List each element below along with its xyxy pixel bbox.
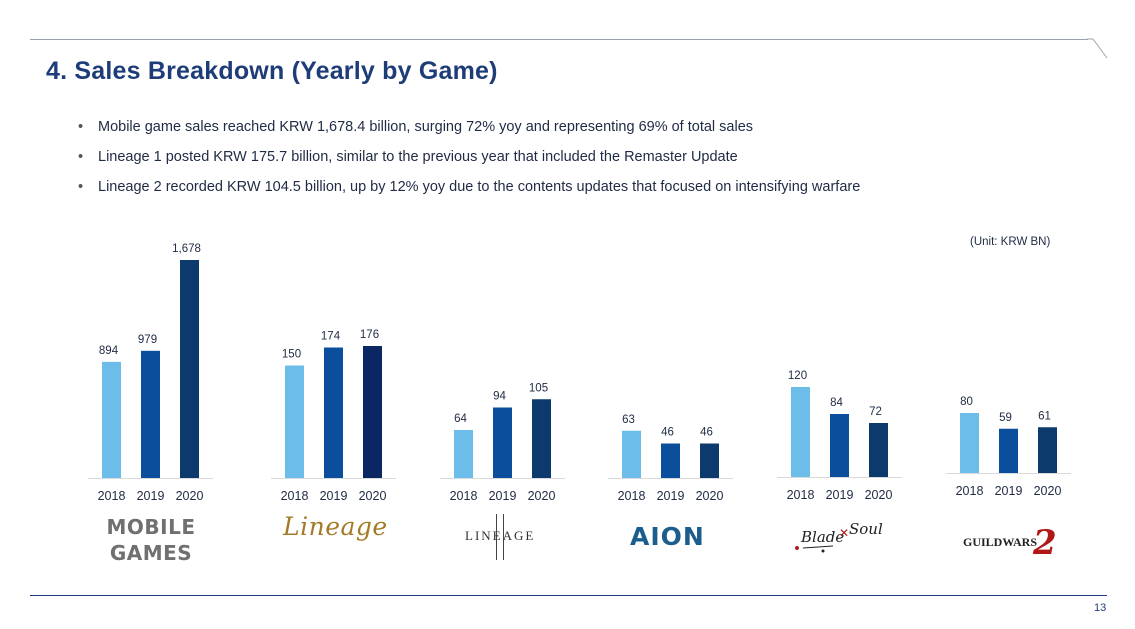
- bullet-list: Mobile game sales reached KRW 1,678.4 bi…: [78, 117, 860, 207]
- data-label: 80: [960, 396, 973, 408]
- mobile-logo-line1: MOBILE: [106, 515, 196, 539]
- mobile-logo-line2: GAMES: [109, 541, 193, 565]
- bar: [180, 260, 199, 478]
- x-tick-label: 2020: [528, 489, 556, 503]
- bullet-item: Lineage 1 posted KRW 175.7 billion, simi…: [78, 147, 860, 177]
- top-rule: [30, 39, 1088, 40]
- data-label: 63: [622, 414, 635, 426]
- bns-logo-text2: Soul: [849, 520, 883, 538]
- x-tick-label: 2020: [1034, 484, 1062, 498]
- aion-logo: AION: [630, 522, 705, 551]
- data-label: 64: [454, 413, 467, 425]
- x-tick-label: 2020: [696, 489, 724, 503]
- bar: [141, 350, 160, 478]
- bar: [999, 428, 1018, 473]
- x-tick-label: 2020: [176, 489, 204, 503]
- bar: [454, 430, 473, 478]
- blade-and-soul-logo: Blade ✕ Soul: [795, 520, 883, 553]
- x-tick-label: 2019: [657, 489, 685, 503]
- x-tick-label: 2019: [137, 489, 165, 503]
- bar-group: 64 2018 94 2019 105 2020: [440, 382, 565, 503]
- lineage2-logo: LINEAGE: [465, 514, 536, 560]
- data-label: 105: [529, 382, 548, 394]
- bar: [869, 423, 888, 477]
- guild-wars-logo-number: 2: [1033, 523, 1057, 563]
- x-tick-label: 2019: [320, 489, 348, 503]
- bullet-item: Lineage 2 recorded KRW 104.5 billion, up…: [78, 177, 860, 207]
- bar: [363, 346, 382, 478]
- x-tick-label: 2018: [98, 489, 126, 503]
- bar: [102, 361, 121, 478]
- x-tick-label: 2019: [995, 484, 1023, 498]
- data-label: 46: [700, 427, 713, 439]
- guild-wars-logo-text: GUILDWARS: [963, 535, 1038, 549]
- data-label: 94: [493, 391, 506, 403]
- data-label: 46: [661, 427, 674, 439]
- x-tick-label: 2018: [956, 484, 984, 498]
- data-label: 979: [138, 334, 157, 346]
- bar-group: 63 2018 46 2019 46 2020: [608, 414, 733, 503]
- data-label: 59: [999, 412, 1012, 424]
- bns-logo-amp: ✕: [839, 526, 849, 540]
- bottom-rule: [30, 595, 1107, 596]
- bar: [1038, 427, 1057, 473]
- bar: [622, 430, 641, 478]
- bar: [532, 399, 551, 478]
- bar-group: 120 2018 84 2019 72 2020: [777, 370, 902, 502]
- data-label: 174: [321, 331, 341, 343]
- bar-group: 894 2018 979 2019 1,678 2020: [88, 243, 213, 503]
- bar: [791, 387, 810, 477]
- bar: [661, 443, 680, 478]
- unit-label: (Unit: KRW BN): [970, 236, 1051, 248]
- x-tick-label: 2018: [787, 488, 815, 502]
- x-tick-label: 2020: [359, 489, 387, 503]
- data-label: 176: [360, 329, 379, 341]
- x-tick-label: 2019: [826, 488, 854, 502]
- page-title: 4. Sales Breakdown (Yearly by Game): [46, 57, 498, 85]
- lineage2-logo-text: LINEAGE: [465, 528, 536, 543]
- data-label: 61: [1038, 410, 1051, 422]
- x-tick-label: 2018: [281, 489, 309, 503]
- data-label: 72: [869, 406, 882, 418]
- bar: [324, 347, 343, 478]
- data-label: 120: [788, 370, 807, 382]
- x-tick-label: 2019: [489, 489, 517, 503]
- data-label: 894: [99, 345, 119, 357]
- data-label: 150: [282, 349, 301, 361]
- page-number: 13: [1094, 602, 1107, 614]
- bns-logo-text1: Blade: [800, 528, 844, 546]
- data-label: 1,678: [172, 243, 201, 255]
- corner-accent: [1087, 38, 1108, 59]
- guild-wars-2-logo: GUILDWARS2: [963, 523, 1057, 563]
- x-tick-label: 2018: [618, 489, 646, 503]
- bullet-item: Mobile game sales reached KRW 1,678.4 bi…: [78, 117, 860, 147]
- bar: [960, 413, 979, 473]
- sales-bar-chart: 894 2018 979 2019 1,678 2020 150 2018 174 2019 176…: [88, 243, 1071, 503]
- lineage-logo: Lineage: [283, 512, 388, 541]
- bar-group: 150 2018 174 2019 176 2020: [271, 329, 396, 503]
- bar-group: 80 2018 59 2019 61 2020: [946, 396, 1071, 498]
- data-label: 84: [830, 397, 843, 409]
- x-tick-label: 2020: [865, 488, 893, 502]
- bar: [285, 365, 304, 478]
- lineage2-pillar-icon: [496, 514, 504, 560]
- bar: [700, 443, 719, 478]
- x-tick-label: 2018: [450, 489, 478, 503]
- bar: [493, 407, 512, 478]
- mobile-games-logo: MOBILE GAMES: [96, 514, 206, 566]
- bar: [830, 414, 849, 477]
